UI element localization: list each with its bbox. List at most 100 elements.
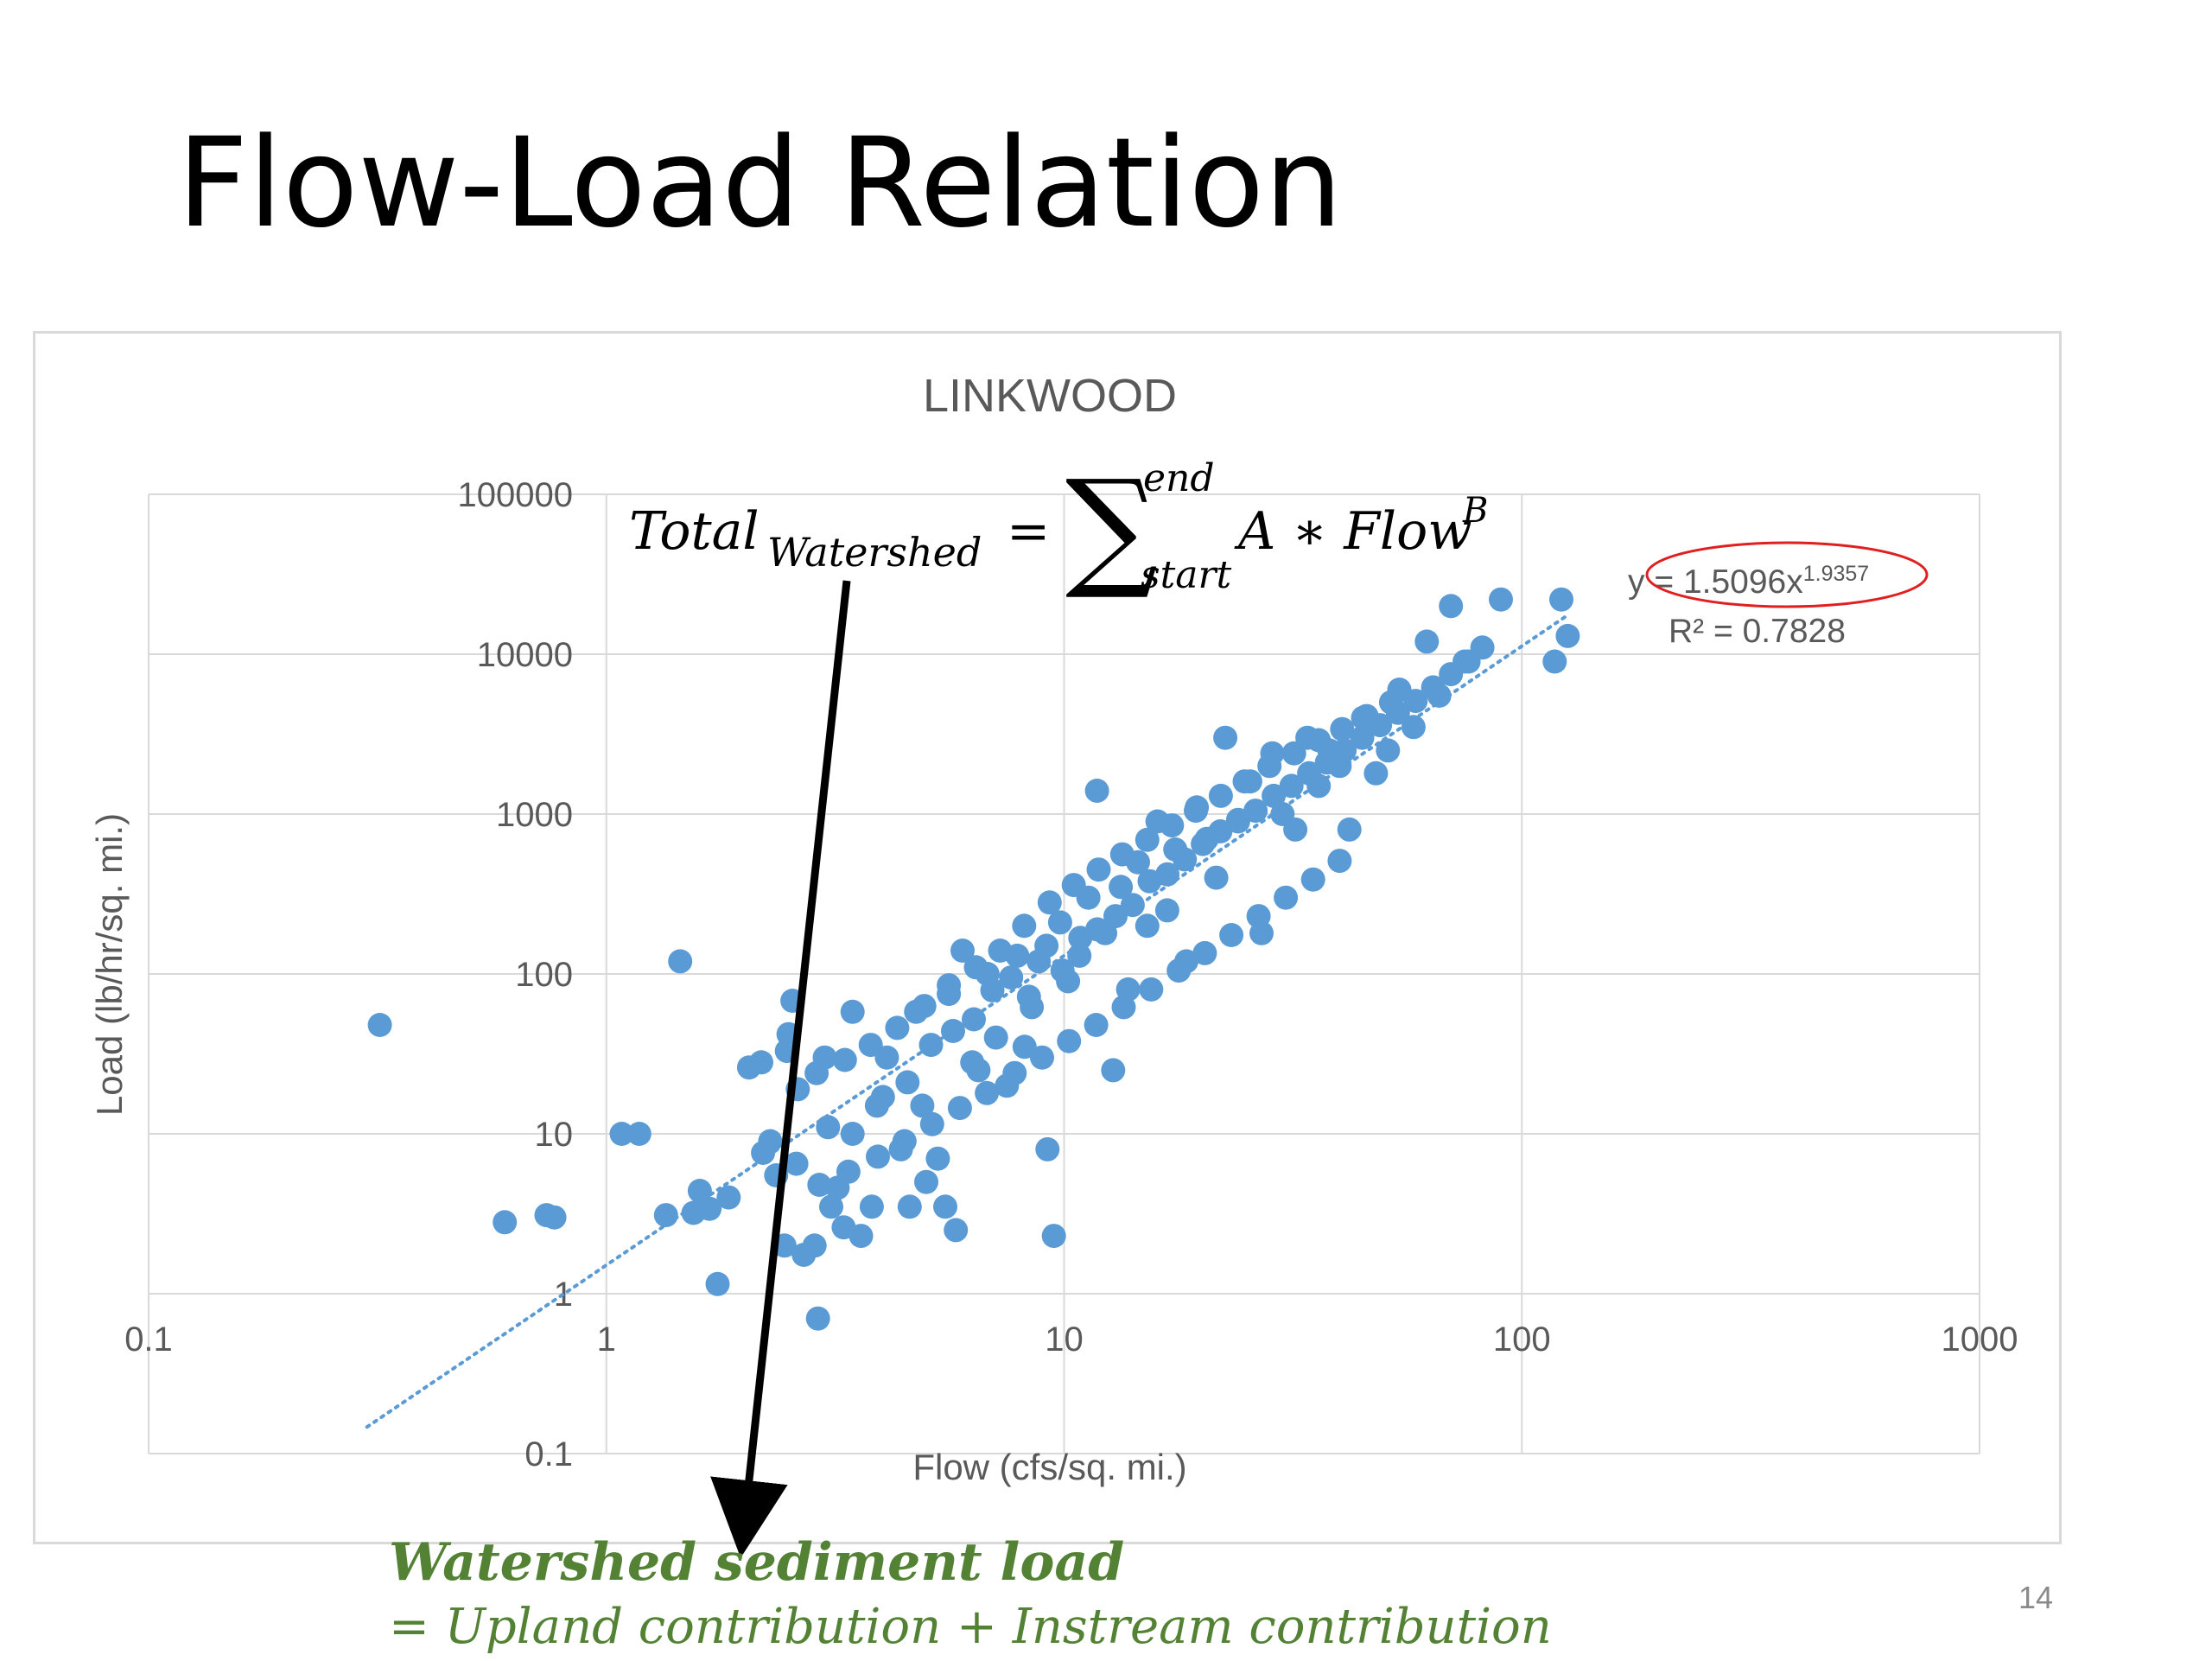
data-point bbox=[1002, 1060, 1027, 1085]
x-tick-label: 100 bbox=[1493, 1321, 1551, 1359]
data-point bbox=[1489, 587, 1513, 612]
data-point bbox=[1101, 1058, 1126, 1083]
data-point bbox=[1057, 1028, 1082, 1053]
trendline bbox=[365, 614, 1568, 1429]
data-point bbox=[1109, 842, 1135, 867]
data-point bbox=[1084, 1013, 1109, 1037]
sediment-load-note: Watershed sediment load = Upland contrib… bbox=[389, 1531, 1552, 1661]
formula-total: Total bbox=[629, 501, 760, 562]
data-point bbox=[1542, 649, 1567, 674]
data-point bbox=[1555, 623, 1580, 648]
data-point bbox=[774, 1039, 799, 1064]
x-tick-label: 0.1 bbox=[124, 1321, 173, 1359]
data-point bbox=[950, 939, 975, 963]
data-point bbox=[785, 1077, 810, 1102]
data-point bbox=[962, 1007, 986, 1032]
data-point bbox=[1549, 587, 1573, 612]
data-point bbox=[912, 994, 937, 1019]
x-axis-label: Flow (cfs/sq. mi.) bbox=[912, 1447, 1186, 1487]
data-point bbox=[1439, 662, 1464, 687]
data-point bbox=[1283, 817, 1308, 842]
data-point bbox=[805, 1306, 830, 1331]
data-point bbox=[892, 1129, 917, 1154]
data-point bbox=[705, 1271, 730, 1296]
y-axis-label: Load (lb/hr/sq. mi.) bbox=[89, 813, 130, 1116]
data-point bbox=[1274, 885, 1299, 910]
data-point bbox=[980, 977, 1005, 1002]
data-point bbox=[963, 955, 988, 980]
data-point bbox=[1067, 943, 1092, 968]
data-point bbox=[1456, 649, 1481, 674]
y-tick-label: 100000 bbox=[458, 476, 573, 514]
data-point bbox=[1376, 738, 1401, 763]
data-point bbox=[807, 1173, 832, 1197]
data-point bbox=[1354, 703, 1379, 729]
data-point bbox=[914, 1169, 938, 1194]
data-point bbox=[858, 1033, 883, 1058]
data-point bbox=[859, 1194, 884, 1219]
data-point bbox=[1012, 913, 1037, 939]
data-point bbox=[1037, 890, 1062, 915]
slide-title: Flow-Load Relation bbox=[177, 111, 1343, 255]
equation-main: y = 1.5096x bbox=[1628, 563, 1803, 601]
note-line-1: Watershed sediment load bbox=[389, 1532, 1125, 1593]
data-point bbox=[1012, 1034, 1037, 1060]
data-point bbox=[1041, 1224, 1066, 1249]
data-point bbox=[1173, 847, 1198, 872]
data-point bbox=[910, 1093, 935, 1118]
data-point bbox=[925, 1146, 950, 1171]
data-point bbox=[1139, 977, 1164, 1002]
scatter-chart: 0.1 1 10 100 1000 0.1 1 10 100 1000 10000 100000 L… bbox=[89, 370, 2018, 1487]
data-point bbox=[1350, 725, 1375, 750]
data-point bbox=[832, 1047, 857, 1072]
chart-title: LINKWOOD bbox=[923, 370, 1177, 422]
formula-equals: = bbox=[1007, 501, 1051, 562]
data-point bbox=[944, 1218, 969, 1243]
data-point bbox=[1401, 715, 1426, 740]
data-point bbox=[1191, 831, 1216, 856]
data-point bbox=[1208, 819, 1233, 843]
data-point bbox=[983, 1025, 1008, 1050]
y-tick-label: 0.1 bbox=[524, 1435, 573, 1473]
data-point bbox=[866, 1144, 890, 1169]
data-point bbox=[1135, 827, 1160, 852]
data-point bbox=[1297, 760, 1322, 786]
y-tick-label: 10000 bbox=[477, 636, 573, 674]
data-point bbox=[1035, 1136, 1060, 1161]
data-point bbox=[1439, 594, 1464, 619]
equation-highlight-ellipse bbox=[1645, 541, 1929, 608]
data-point bbox=[1120, 893, 1145, 918]
data-point bbox=[1219, 923, 1244, 947]
x-tick-label: 1000 bbox=[1942, 1321, 2018, 1359]
data-point bbox=[1332, 738, 1357, 763]
data-point bbox=[749, 1050, 773, 1075]
data-point bbox=[1243, 799, 1268, 824]
note-line-2: = Upland contribution + Instream contrib… bbox=[389, 1599, 1552, 1655]
data-point bbox=[1306, 728, 1332, 753]
data-point bbox=[1047, 910, 1072, 935]
data-point bbox=[1111, 995, 1136, 1020]
data-point bbox=[870, 1085, 895, 1110]
data-point bbox=[937, 973, 962, 998]
data-point bbox=[1337, 817, 1362, 842]
data-point bbox=[542, 1205, 567, 1230]
page-number: 14 bbox=[2018, 1580, 2054, 1615]
x-tick-label: 10 bbox=[1045, 1321, 1084, 1359]
formula-exponent: B bbox=[1463, 491, 1489, 531]
data-point bbox=[1109, 875, 1134, 900]
data-point bbox=[653, 1203, 678, 1228]
data-point bbox=[1257, 754, 1282, 779]
data-point bbox=[1300, 867, 1325, 892]
data-point bbox=[947, 1096, 972, 1121]
sigma-symbol: ∑ bbox=[1065, 453, 1159, 603]
data-point bbox=[1414, 629, 1440, 654]
x-tick-labels: 0.1 1 10 100 1000 bbox=[124, 1321, 2018, 1359]
y-tick-label: 100 bbox=[515, 956, 573, 994]
data-point bbox=[1184, 799, 1208, 824]
data-point bbox=[1208, 783, 1233, 808]
data-point bbox=[804, 1060, 830, 1085]
r-squared-label: R² = 0.7828 bbox=[1669, 613, 1846, 650]
data-point bbox=[1232, 769, 1257, 794]
y-tick-label: 1000 bbox=[496, 796, 573, 834]
